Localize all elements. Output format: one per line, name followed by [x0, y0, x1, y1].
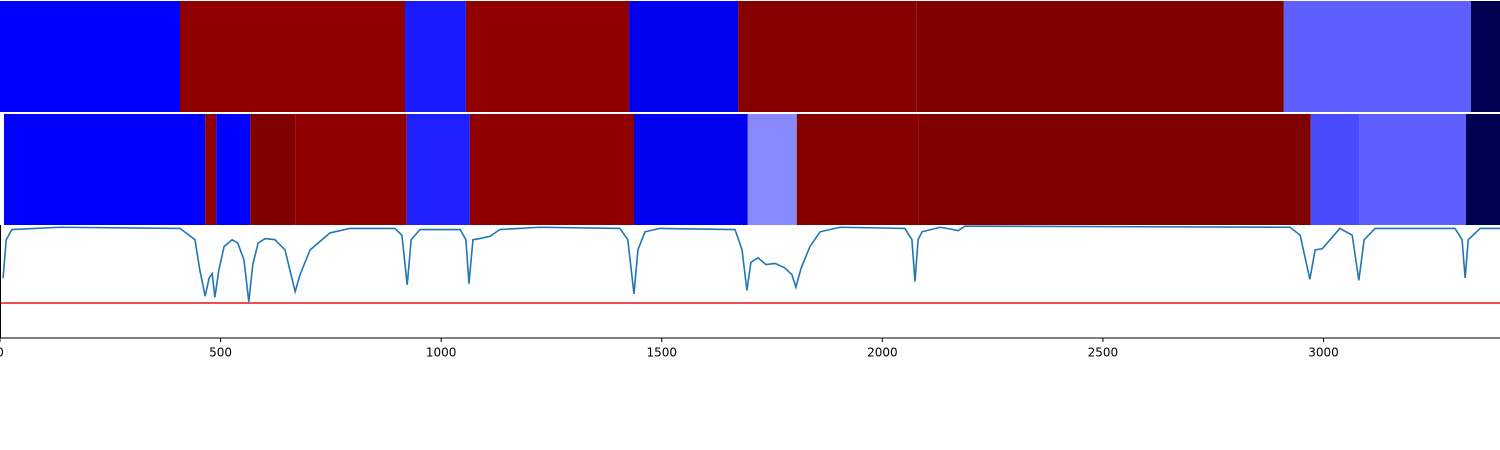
x-tick-label: 2500	[1088, 346, 1119, 360]
band-segment	[405, 1, 466, 112]
band-segment	[1359, 114, 1467, 225]
band-segment	[629, 1, 739, 112]
band-segment	[295, 114, 407, 225]
band-segment	[916, 1, 1284, 112]
band-segment	[1310, 114, 1360, 225]
band-segment	[1470, 1, 1500, 112]
x-tick-label: 1000	[426, 346, 457, 360]
band-segment	[747, 114, 797, 225]
x-tick-label: 3000	[1308, 346, 1339, 360]
band-segment	[1466, 114, 1500, 225]
band-segment	[180, 1, 405, 112]
x-tick-label: 0	[0, 346, 4, 360]
x-tick-label: 2000	[867, 346, 898, 360]
band-segment	[1283, 1, 1471, 112]
x-tick-label: 500	[209, 346, 232, 360]
band-segment	[465, 1, 630, 112]
signal-line	[2, 225, 1500, 302]
band-segment	[3, 114, 206, 225]
band-segment	[250, 114, 296, 225]
band-segment	[633, 114, 748, 225]
band-segment	[216, 114, 251, 225]
band-segment	[205, 114, 217, 225]
band-segment	[918, 114, 1311, 225]
band-segment	[0, 1, 180, 112]
band-segment	[796, 114, 919, 225]
band-segment	[406, 114, 470, 225]
band-segment	[738, 1, 917, 112]
x-tick-label: 1500	[646, 346, 677, 360]
band-segment	[469, 114, 634, 225]
